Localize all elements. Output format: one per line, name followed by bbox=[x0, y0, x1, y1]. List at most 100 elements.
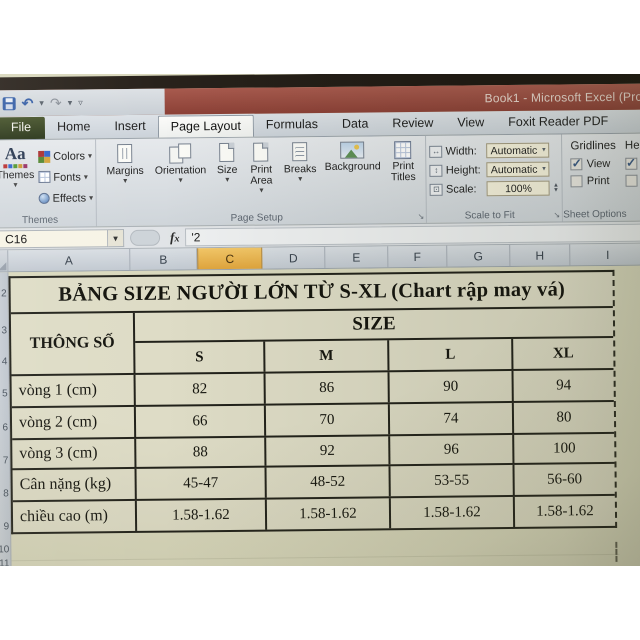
formula-input[interactable]: '2 bbox=[185, 223, 640, 246]
row-header[interactable]: 5 bbox=[2, 387, 8, 399]
column-header-c-selected[interactable]: C bbox=[197, 247, 263, 270]
sheet-options-group-label: Sheet Options bbox=[563, 208, 627, 221]
insert-function-area bbox=[129, 229, 161, 246]
cell-chieucao-l[interactable]: 1.58-1.62 bbox=[390, 496, 516, 529]
row-header[interactable]: 10 bbox=[0, 543, 10, 555]
column-header-e[interactable]: E bbox=[325, 246, 389, 268]
scale-to-fit-dialog-launcher-icon[interactable]: ↘ bbox=[553, 210, 561, 220]
cell-vong1-l[interactable]: 90 bbox=[389, 370, 514, 403]
cell-vong2-l[interactable]: 74 bbox=[389, 402, 515, 435]
cell-vong3-s[interactable]: 88 bbox=[136, 437, 267, 467]
column-header-f[interactable]: F bbox=[388, 245, 448, 268]
cell-vong1-m[interactable]: 86 bbox=[265, 372, 390, 404]
scale-spinner[interactable]: ▲ ▼ bbox=[552, 182, 559, 194]
column-header-a[interactable]: A bbox=[8, 248, 131, 272]
qat-customize-icon[interactable]: ▿ bbox=[78, 96, 83, 108]
tab-home[interactable]: Home bbox=[57, 119, 91, 134]
row-header[interactable]: 7 bbox=[2, 454, 9, 466]
gridline bbox=[11, 553, 620, 562]
background-button[interactable]: Background bbox=[320, 139, 385, 209]
cell-vong3-xl[interactable]: 100 bbox=[552, 439, 576, 457]
cell-vong1-s[interactable]: 82 bbox=[135, 373, 266, 405]
param-header-cell[interactable]: THÔNG SỐ bbox=[10, 312, 136, 375]
redo-icon[interactable]: ↷ bbox=[49, 94, 62, 111]
row-label[interactable]: vòng 2 (cm) bbox=[11, 406, 137, 439]
save-icon[interactable] bbox=[2, 96, 16, 110]
cell-vong2-xl[interactable]: 80 bbox=[556, 408, 572, 426]
cell-cannang-m[interactable]: 48-52 bbox=[266, 466, 391, 498]
breaks-button[interactable]: Breaks ▾ bbox=[279, 140, 321, 209]
row-label[interactable]: vòng 1 (cm) bbox=[11, 374, 136, 407]
row-header[interactable]: 6 bbox=[2, 421, 9, 433]
scale-to-fit-group-label: Scale to Fit bbox=[464, 209, 515, 222]
scale-input[interactable]: 100% bbox=[486, 180, 551, 197]
headings-view-checkbox[interactable]: View bbox=[625, 155, 640, 172]
column-header-d[interactable]: D bbox=[262, 246, 326, 269]
effects-icon bbox=[38, 192, 50, 204]
row-header[interactable]: 3 bbox=[1, 324, 8, 336]
themes-icon: Aa bbox=[4, 144, 26, 164]
theme-colors-button[interactable]: Colors ▾ bbox=[38, 146, 93, 166]
size-icon bbox=[219, 142, 235, 163]
column-header-g[interactable]: G bbox=[447, 245, 511, 267]
margins-button[interactable]: Margins ▾ bbox=[100, 142, 149, 212]
cell-chieucao-xl[interactable]: 1.58-1.62 bbox=[536, 502, 594, 520]
select-all-corner[interactable] bbox=[0, 250, 9, 272]
tab-view[interactable]: View bbox=[457, 115, 485, 130]
undo-dropdown-icon[interactable]: ▾ bbox=[39, 97, 44, 108]
orientation-button[interactable]: Orientation ▾ bbox=[149, 141, 212, 211]
tab-foxit-reader-pdf[interactable]: Foxit Reader PDF bbox=[508, 113, 609, 130]
width-caret-icon: ▾ bbox=[542, 146, 546, 154]
size-col-xl[interactable]: XL bbox=[552, 344, 574, 362]
print-area-button[interactable]: Print Area ▾ bbox=[242, 140, 280, 209]
gridlines-view-checkbox[interactable]: View bbox=[570, 155, 617, 172]
row-header[interactable]: 2 bbox=[1, 287, 7, 299]
page-setup-dialog-launcher-icon[interactable]: ↘ bbox=[417, 211, 425, 221]
row-header[interactable]: 9 bbox=[3, 520, 10, 532]
row-label[interactable]: Cân nặng (kg) bbox=[12, 468, 137, 501]
row-label[interactable]: vòng 3 (cm) bbox=[12, 438, 137, 469]
size-col-s[interactable]: S bbox=[135, 341, 266, 373]
width-dropdown[interactable]: Automatic ▾ bbox=[486, 142, 550, 159]
column-header-i[interactable]: I bbox=[570, 243, 640, 266]
headings-print-checkbox[interactable]: Print bbox=[625, 172, 640, 189]
themes-button[interactable]: Aa Themes ▾ bbox=[0, 143, 35, 212]
cell-cannang-xl[interactable]: 56-60 bbox=[547, 470, 583, 488]
row-header[interactable]: 8 bbox=[3, 487, 9, 499]
size-button[interactable]: Size ▾ bbox=[211, 141, 243, 210]
theme-effects-button[interactable]: Effects ▾ bbox=[38, 188, 94, 208]
name-box[interactable]: C16 bbox=[0, 228, 109, 248]
cell-vong2-m[interactable]: 70 bbox=[265, 404, 391, 436]
tab-insert[interactable]: Insert bbox=[114, 118, 146, 134]
gridlines-print-checkbox[interactable]: Print bbox=[570, 172, 617, 189]
cell-chieucao-m[interactable]: 1.58-1.62 bbox=[266, 498, 392, 530]
height-dropdown[interactable]: Automatic ▾ bbox=[486, 161, 550, 178]
cell-vong1-xl[interactable]: 94 bbox=[556, 376, 572, 394]
tab-formulas[interactable]: Formulas bbox=[265, 117, 319, 132]
scale-value: 100% bbox=[504, 182, 532, 195]
tab-review[interactable]: Review bbox=[392, 115, 434, 131]
column-header-b[interactable]: B bbox=[130, 248, 198, 270]
size-col-m[interactable]: M bbox=[265, 340, 390, 372]
print-titles-button[interactable]: Print Titles bbox=[385, 139, 423, 208]
tab-page-layout[interactable]: Page Layout bbox=[157, 114, 255, 138]
size-col-l[interactable]: L bbox=[389, 338, 514, 371]
name-box-caret-icon[interactable]: ▼ bbox=[107, 228, 125, 247]
row-header[interactable]: 4 bbox=[1, 355, 8, 367]
cell-cannang-s[interactable]: 45-47 bbox=[136, 467, 267, 499]
cell-chieucao-s[interactable]: 1.58-1.62 bbox=[136, 499, 268, 531]
fx-icon[interactable]: fx bbox=[169, 229, 180, 245]
tab-file[interactable]: File bbox=[0, 116, 46, 140]
tab-data[interactable]: Data bbox=[341, 116, 369, 131]
cell-vong3-m[interactable]: 92 bbox=[266, 436, 391, 466]
cell-cannang-l[interactable]: 53-55 bbox=[390, 464, 515, 497]
row-header[interactable]: 11 bbox=[0, 557, 10, 566]
column-header-h[interactable]: H bbox=[510, 244, 571, 267]
theme-fonts-button[interactable]: Fonts ▾ bbox=[38, 167, 93, 187]
redo-dropdown-icon[interactable]: ▾ bbox=[67, 97, 73, 108]
undo-icon[interactable]: ↶ bbox=[21, 94, 34, 111]
scale-to-fit-group: ↔ Width: Automatic ▾ ↕ Height: Automatic… bbox=[426, 134, 564, 223]
cell-vong3-l[interactable]: 96 bbox=[390, 434, 515, 465]
row-label[interactable]: chiều cao (m) bbox=[12, 500, 138, 533]
cell-vong2-s[interactable]: 66 bbox=[135, 405, 267, 437]
